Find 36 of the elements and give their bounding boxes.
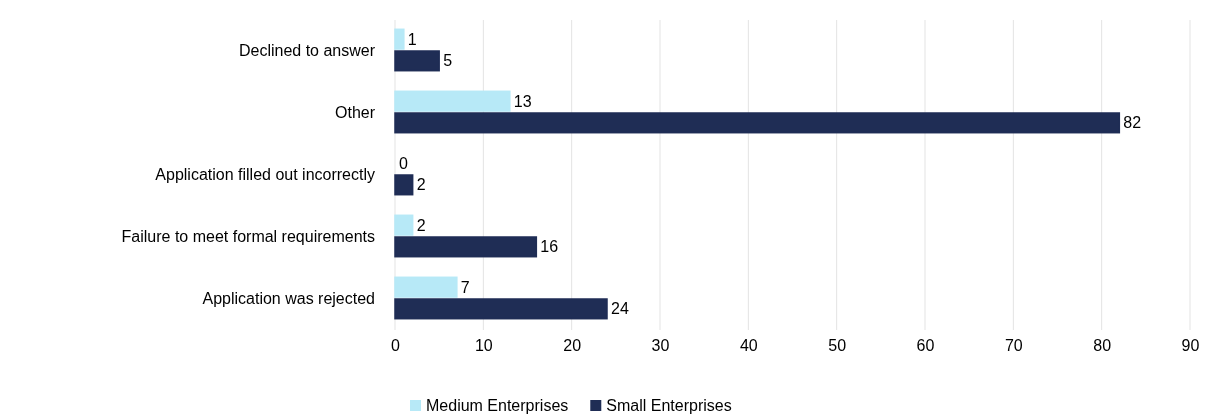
bar xyxy=(394,50,440,72)
data-label: 82 xyxy=(1123,114,1142,132)
data-label: 7 xyxy=(460,278,470,296)
y-tick-label: Application filled out incorrectly xyxy=(155,166,375,184)
data-label: 24 xyxy=(611,300,629,318)
legend-label: Small Enterprises xyxy=(606,397,732,414)
y-tick-label: Failure to meet formal requirements xyxy=(121,228,375,246)
data-label: 13 xyxy=(513,92,532,110)
x-tick-label: 90 xyxy=(1181,337,1200,355)
legend-label: Medium Enterprises xyxy=(426,397,569,414)
x-tick-label: 30 xyxy=(651,337,670,355)
bar xyxy=(394,236,538,258)
y-tick-label: Other xyxy=(334,104,376,122)
data-label: 2 xyxy=(416,216,426,234)
bar xyxy=(394,28,405,50)
data-label: 2 xyxy=(416,176,426,194)
x-tick-label: 40 xyxy=(739,337,758,355)
data-label: 16 xyxy=(540,238,559,256)
bar xyxy=(394,174,414,196)
bar xyxy=(394,214,414,236)
data-label: 0 xyxy=(399,154,408,172)
x-tick-label: 20 xyxy=(563,337,582,355)
x-tick-label: 80 xyxy=(1093,337,1112,355)
x-tick-label: 0 xyxy=(391,337,401,355)
x-tick-label: 50 xyxy=(828,337,847,355)
data-label: 5 xyxy=(443,52,453,70)
y-tick-label: Declined to answer xyxy=(238,42,376,60)
bar xyxy=(394,298,608,320)
y-tick-label: Application was rejected xyxy=(202,290,375,308)
x-tick-label: 70 xyxy=(1004,337,1023,355)
bar xyxy=(394,90,511,112)
bar xyxy=(394,112,1121,134)
x-tick-label: 10 xyxy=(474,337,493,355)
x-tick-label: 60 xyxy=(916,337,935,355)
bar xyxy=(394,276,458,298)
data-label: 1 xyxy=(407,30,417,48)
